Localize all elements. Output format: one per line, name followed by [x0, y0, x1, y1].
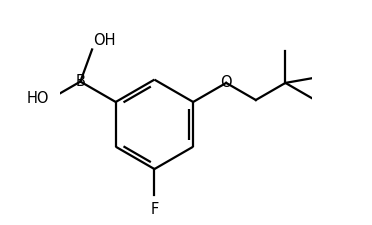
Text: B: B [76, 74, 85, 89]
Text: F: F [150, 202, 158, 217]
Text: HO: HO [27, 91, 49, 106]
Text: O: O [220, 75, 232, 90]
Text: OH: OH [93, 33, 116, 48]
